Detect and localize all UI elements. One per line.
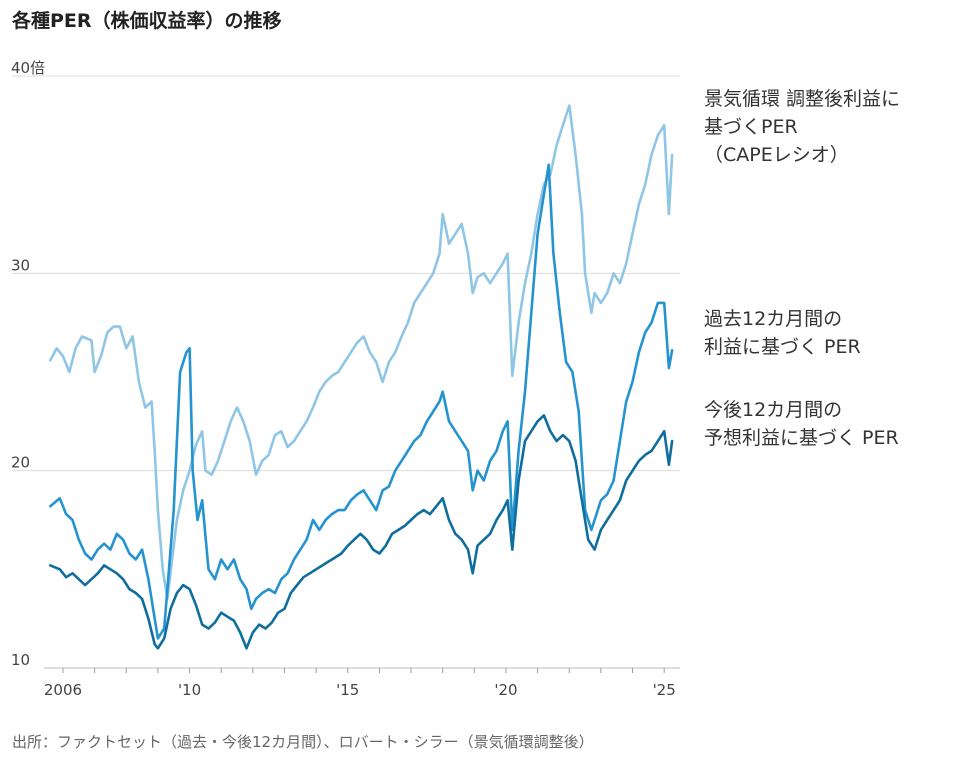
legend-cape-line-1: 景気循環 調整後利益に — [704, 88, 900, 110]
x-tick-label-2020: '20 — [494, 681, 517, 699]
y-tick-labels: 10 20 30 40倍 — [11, 59, 45, 669]
series-lines — [49, 104, 674, 650]
y-tick-label-40: 40倍 — [11, 59, 45, 77]
legend-cape-line-2: 基づくPER — [704, 116, 798, 138]
legend-trailing: 過去12カ月間の 利益に基づく PER — [704, 308, 861, 358]
legend-cape-line-3: （CAPEレシオ） — [704, 144, 849, 166]
line-trailing — [49, 163, 674, 640]
x-tick-label-2015: '15 — [336, 681, 359, 699]
x-ticks: 2006 '10 '15 '20 '25 — [44, 668, 676, 699]
y-tick-label-20: 20 — [11, 454, 30, 472]
line-forward — [49, 414, 674, 650]
y-gridlines — [12, 75, 680, 472]
x-tick-label-2025: '25 — [653, 681, 676, 699]
line-cape — [49, 104, 674, 601]
legend-cape: 景気循環 調整後利益に 基づくPER （CAPEレシオ） — [704, 88, 900, 166]
y-tick-label-10: 10 — [11, 651, 30, 669]
source-note: 出所：ファクトセット（過去・今後12カ月間）、ロバート・シラー（景気循環調整後） — [12, 733, 594, 751]
chart-title: 各種PER（株価収益率）の推移 — [11, 9, 282, 32]
legend-forward-line-2: 予想利益に基づく PER — [704, 427, 899, 449]
legend-forward: 今後12カ月間の 予想利益に基づく PER — [704, 399, 899, 449]
legend-trailing-line-2: 利益に基づく PER — [704, 336, 861, 358]
legend-trailing-line-1: 過去12カ月間の — [704, 308, 842, 330]
y-tick-label-30: 30 — [11, 256, 30, 274]
x-tick-label-2010: '10 — [178, 681, 201, 699]
legend-forward-line-1: 今後12カ月間の — [704, 399, 842, 421]
x-tick-label-2006: 2006 — [44, 681, 82, 699]
